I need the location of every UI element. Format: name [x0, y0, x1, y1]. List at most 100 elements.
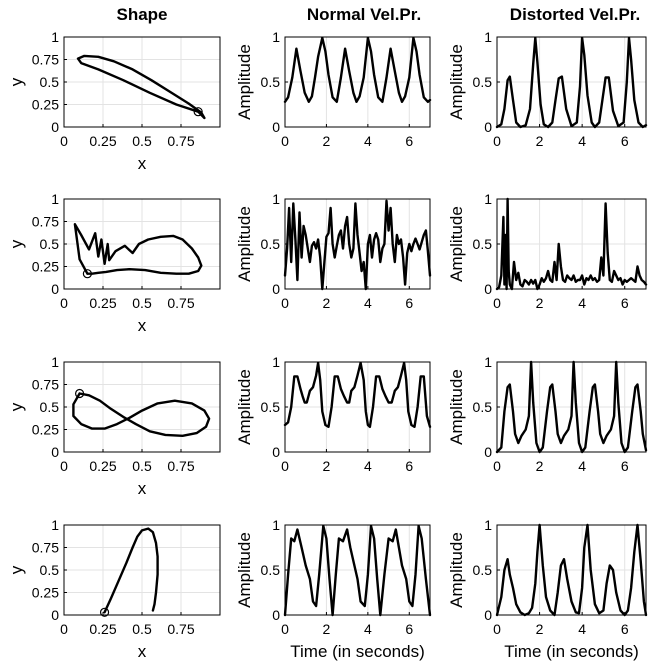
y-axis-label: y: [7, 77, 26, 86]
x-tick-label: 4: [578, 133, 586, 149]
y-tick-label: 0: [272, 119, 280, 135]
start-point-marker: [193, 107, 203, 117]
x-tick-label: 2: [323, 133, 331, 149]
x-tick-label: 0: [493, 295, 501, 311]
panel-row3-normal: 0 2 4 6 0 0.5 1 Amplitude: [235, 354, 432, 474]
y-tick-label: 0.5: [40, 399, 60, 415]
y-axis-label: Amplitude: [447, 206, 466, 282]
y-tick-label: 1: [484, 191, 492, 207]
x-tick-label: 4: [364, 458, 372, 474]
y-tick-label: 0.5: [40, 562, 60, 578]
y-tick-label: 0: [51, 444, 59, 460]
x-tick-label: 2: [536, 458, 544, 474]
series-line: [283, 36, 432, 103]
y-tick-label: 0: [51, 119, 59, 135]
y-tick-label: 0: [484, 281, 492, 297]
x-tick-label: 6: [621, 133, 629, 149]
x-tick-label: 4: [364, 133, 372, 149]
x-tick-label: 4: [578, 458, 586, 474]
x-tick-label: 2: [323, 458, 331, 474]
y-tick-label: 0.75: [32, 540, 59, 556]
series-line: [76, 54, 206, 120]
series-line: [283, 361, 432, 428]
y-tick-label: 1: [51, 517, 59, 533]
panel-row3-shape: 0 0.25 0.5 0.75 0 0.25 0.5 0.75 1 x y: [7, 354, 221, 498]
series-line: [495, 360, 648, 454]
y-tick-label: 0.75: [32, 377, 59, 393]
series-line: [283, 524, 432, 617]
x-axis-label: x: [138, 154, 147, 173]
panel-row4-distorted: 0 2 4 6 0 0.5 1 Time (in seconds) Amplitude: [447, 517, 648, 661]
panel-row2-shape: 0 0.25 0.5 0.75 0 0.25 0.5 0.75 1 x y: [7, 191, 221, 335]
y-tick-label: 0.5: [473, 236, 493, 252]
panel-row3-distorted: 0 2 4 6 0 0.5 1 Amplitude: [447, 354, 648, 474]
x-tick-label: 0: [60, 295, 68, 311]
y-tick-label: 0.5: [261, 236, 281, 252]
x-tick-label: 0.5: [132, 458, 152, 474]
x-tick-label: 0: [493, 458, 501, 474]
x-axis-label: Time (in seconds): [504, 642, 638, 661]
y-tick-label: 0: [484, 119, 492, 135]
x-tick-label: 0.25: [89, 133, 116, 149]
y-tick-label: 1: [272, 354, 280, 370]
x-axis-label: x: [138, 479, 147, 498]
y-tick-label: 0.5: [473, 74, 493, 90]
y-axis-label: y: [7, 565, 26, 574]
start-point-marker: [74, 388, 85, 399]
x-tick-label: 2: [323, 295, 331, 311]
y-axis-label: y: [7, 402, 26, 411]
x-tick-label: 4: [364, 621, 372, 637]
y-tick-label: 1: [484, 354, 492, 370]
x-tick-label: 2: [536, 295, 544, 311]
x-tick-label: 6: [405, 458, 413, 474]
x-tick-label: 0.5: [132, 133, 152, 149]
panel-row2-normal: 0 2 4 6 0 0.5 1 Amplitude: [235, 191, 432, 311]
start-point-marker: [99, 607, 110, 617]
x-tick-label: 0.5: [132, 621, 152, 637]
y-axis-label: Amplitude: [447, 369, 466, 445]
x-tick-label: 6: [405, 133, 413, 149]
x-tick-label: 0: [281, 458, 289, 474]
title-distorted-velocity-profile: Distorted Vel.Pr.: [510, 5, 640, 24]
y-tick-label: 0: [484, 444, 492, 460]
y-tick-label: 0.75: [32, 52, 59, 68]
y-tick-label: 1: [51, 354, 59, 370]
series-line: [495, 197, 648, 291]
y-axis-label: Amplitude: [447, 44, 466, 120]
y-axis-label: Amplitude: [447, 532, 466, 608]
x-tick-label: 4: [364, 295, 372, 311]
x-axis-label: x: [138, 642, 147, 661]
panel-grid: 0 0.25 0.5 0.75 0 0.25 0.5 0.75 1 x y 0 2 4 6 0 0.5 1 Ampl…: [7, 29, 648, 661]
x-tick-label: 6: [405, 621, 413, 637]
y-tick-label: 1: [51, 29, 59, 45]
y-tick-label: 1: [272, 191, 280, 207]
x-tick-label: 0: [60, 133, 68, 149]
y-tick-label: 0.25: [32, 97, 59, 113]
x-tick-label: 6: [621, 458, 629, 474]
start-point-marker: [82, 269, 93, 279]
x-tick-label: 0.75: [167, 295, 194, 311]
x-tick-label: 6: [621, 621, 629, 637]
y-axis-label: y: [7, 239, 26, 248]
x-tick-label: 0: [281, 133, 289, 149]
series-line: [73, 223, 203, 275]
y-tick-label: 1: [484, 517, 492, 533]
x-tick-label: 2: [536, 133, 544, 149]
series-line: [103, 527, 159, 614]
series-line: [495, 523, 648, 617]
y-tick-label: 0.25: [32, 422, 59, 438]
x-tick-label: 0.75: [167, 133, 194, 149]
y-tick-label: 0: [484, 607, 492, 623]
x-tick-label: 0: [60, 621, 68, 637]
y-tick-label: 0.25: [32, 585, 59, 601]
x-tick-label: 6: [405, 295, 413, 311]
y-tick-label: 0.5: [40, 74, 60, 90]
panel-row1-normal: 0 2 4 6 0 0.5 1 Amplitude: [235, 29, 432, 149]
y-axis-label: Amplitude: [235, 532, 254, 608]
y-tick-label: 0.25: [32, 259, 59, 275]
panel-row2-distorted: 0 2 4 6 0 0.5 1 Amplitude: [447, 191, 648, 311]
y-axis-label: Amplitude: [235, 369, 254, 445]
x-tick-label: 0.75: [167, 458, 194, 474]
x-tick-label: 4: [578, 295, 586, 311]
